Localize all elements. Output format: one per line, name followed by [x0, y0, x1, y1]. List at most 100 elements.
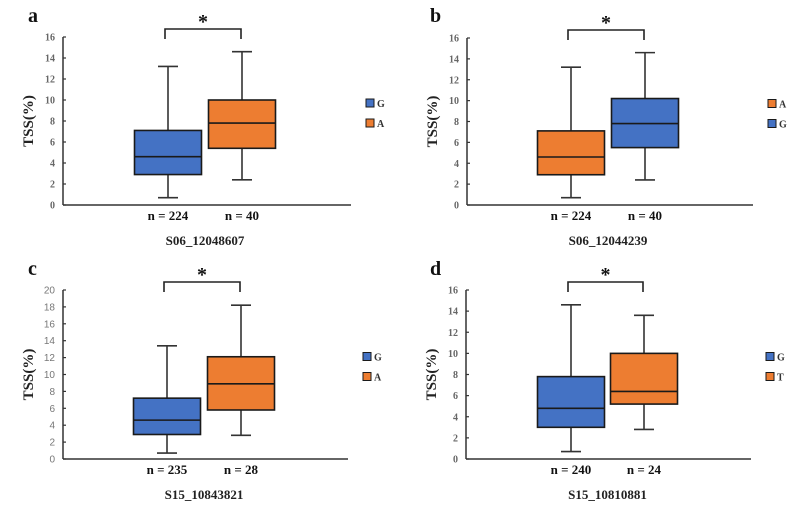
y-tick-label: 16 — [45, 33, 55, 44]
legend-item-G: G — [365, 98, 385, 110]
y-tick-label: 2 — [453, 433, 458, 444]
y-tick-label: 4 — [50, 159, 55, 170]
panel-label: d — [430, 258, 441, 280]
y-axis-title: TSS(%) — [21, 95, 37, 147]
y-tick-label: 0 — [454, 201, 459, 212]
legend-item-G: G — [362, 352, 382, 364]
y-tick-label: 4 — [49, 421, 55, 432]
y-tick-label: 18 — [44, 302, 56, 313]
box-A — [536, 66, 606, 199]
legend-label: G — [777, 353, 785, 364]
iqr-box — [536, 375, 606, 429]
legend-swatch — [365, 98, 375, 108]
iqr-box — [133, 129, 203, 176]
legend-item-G: G — [765, 352, 785, 364]
y-tick-label: 4 — [454, 159, 459, 170]
legend-swatch — [767, 119, 777, 128]
y-tick-label: 16 — [44, 319, 56, 330]
y-tick-label: 10 — [449, 96, 459, 107]
panel-label: a — [28, 5, 38, 27]
y-tick-label: 4 — [453, 412, 458, 423]
iqr-box — [536, 130, 606, 176]
y-tick-label: 10 — [45, 96, 55, 107]
panel-b: b 0 2 4 6 8 10 12 14 16 TSS(%) n = 224 n = 40 S06_120… — [425, 5, 787, 248]
box-T — [609, 314, 679, 431]
y-tick-label: 12 — [44, 353, 56, 364]
panel-d: d 0 2 4 6 8 10 12 14 16 TSS(%) n = 240 n = 24 S15_108… — [424, 258, 785, 502]
y-axis-title: TSS(%) — [21, 349, 37, 401]
significance-star: * — [601, 12, 611, 34]
significance-star: * — [197, 264, 207, 286]
legend-label: T — [777, 373, 784, 384]
legend-item-G: G — [767, 119, 787, 131]
y-tick-label: 20 — [44, 286, 56, 297]
legend-item-A: A — [365, 118, 385, 130]
y-tick-label: 0 — [49, 455, 55, 466]
y-tick-label: 12 — [449, 75, 459, 86]
panel-c: c 0 2 4 6 8 10 12 14 16 18 20 TSS(%) n = 235 n = 28 S15… — [21, 258, 382, 502]
x-axis-title: S15_10810881 — [568, 487, 647, 502]
significance-star: * — [601, 264, 611, 286]
box-A — [206, 304, 276, 437]
y-tick-label: 2 — [454, 180, 459, 191]
significance-bracket — [567, 281, 644, 292]
x-axis-title: S06_12044239 — [569, 233, 648, 248]
legend-item-A: A — [362, 372, 382, 384]
y-tick-label: 16 — [448, 286, 458, 297]
x-axis-title: S15_10843821 — [165, 487, 244, 502]
x-axis-title: S06_12048607 — [166, 233, 245, 248]
y-tick-label: 6 — [454, 138, 459, 149]
panel-label: b — [430, 5, 441, 27]
y-tick-label: 6 — [50, 138, 55, 149]
legend-item-A: A — [767, 99, 787, 111]
n-label: n = 235 — [147, 462, 188, 477]
y-axis-title: TSS(%) — [425, 96, 441, 148]
y-axis-title: TSS(%) — [424, 349, 440, 401]
y-tick-label: 16 — [449, 34, 459, 45]
significance-bracket — [567, 29, 645, 40]
y-tick-label: 8 — [453, 370, 458, 381]
significance-bracket — [163, 281, 241, 292]
legend-label: G — [779, 120, 787, 131]
iqr-box — [207, 99, 277, 150]
significance-bracket — [164, 28, 242, 39]
y-tick-label: 8 — [50, 117, 55, 128]
y-tick-label: 12 — [448, 328, 458, 339]
legend-swatch — [362, 372, 372, 381]
legend-label: A — [779, 100, 787, 111]
box-G — [536, 303, 606, 453]
y-tick-label: 10 — [44, 370, 56, 381]
y-tick-label: 12 — [45, 75, 55, 86]
y-tick-label: 14 — [45, 54, 55, 65]
legend-swatch — [765, 372, 775, 381]
n-label: n = 224 — [148, 208, 189, 223]
legend-item-T: T — [765, 372, 784, 384]
legend-swatch — [765, 352, 775, 361]
panel-a: a 0 2 4 6 8 10 12 14 16 TSS(%) n = 224 n = 40 S06_120… — [21, 5, 385, 248]
iqr-box — [609, 352, 679, 405]
y-tick-label: 14 — [44, 336, 56, 347]
legend-label: A — [374, 373, 382, 384]
n-label: n = 40 — [628, 208, 662, 223]
y-tick-label: 0 — [453, 455, 458, 466]
box-A — [207, 50, 277, 181]
y-tick-label: 0 — [50, 201, 55, 212]
y-tick-label: 6 — [49, 404, 55, 415]
y-tick-label: 8 — [49, 387, 55, 398]
legend-swatch — [365, 118, 375, 128]
box-G — [133, 65, 203, 199]
n-label: n = 240 — [551, 462, 592, 477]
legend-label: G — [377, 99, 385, 110]
y-tick-label: 6 — [453, 391, 458, 402]
legend-label: A — [377, 119, 385, 130]
y-tick-label: 14 — [448, 307, 458, 318]
legend-swatch — [767, 99, 777, 108]
y-tick-label: 8 — [454, 117, 459, 128]
significance-star: * — [198, 11, 208, 33]
n-label: n = 40 — [225, 208, 259, 223]
y-tick-label: 2 — [50, 180, 55, 191]
box-G — [132, 344, 202, 454]
n-label: n = 224 — [551, 208, 592, 223]
legend-swatch — [362, 352, 372, 361]
